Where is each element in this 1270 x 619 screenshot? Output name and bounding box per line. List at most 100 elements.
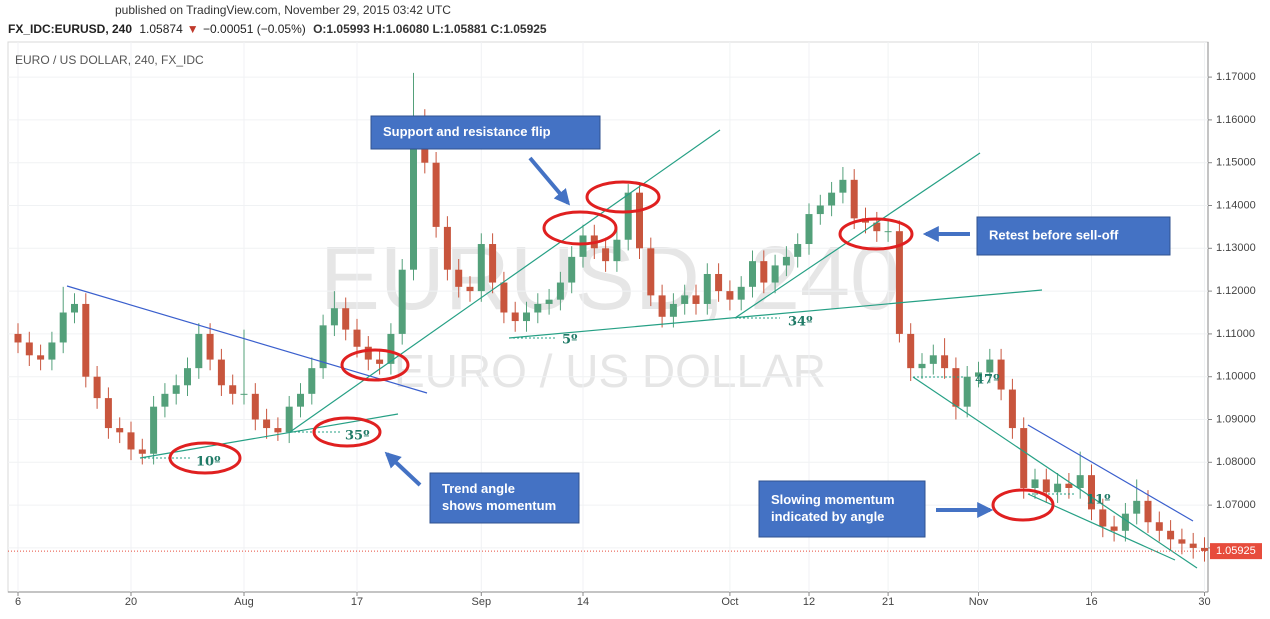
candle-body xyxy=(1065,483,1073,488)
x-tick-label: Nov xyxy=(969,596,989,608)
candle-body xyxy=(1167,530,1175,540)
candle-body xyxy=(692,295,700,304)
y-tick-label: 1.07000 xyxy=(1216,499,1256,511)
x-tick-label: 21 xyxy=(882,596,894,608)
candle-body xyxy=(263,419,271,429)
candle-body xyxy=(534,303,542,313)
candle-body xyxy=(489,244,497,283)
candle-body xyxy=(206,333,214,360)
angle-label: 47º xyxy=(975,373,1000,388)
candle-body xyxy=(986,359,994,373)
candle-body xyxy=(150,406,158,454)
candle-body xyxy=(59,312,67,343)
candle-body xyxy=(816,205,824,215)
candle-body xyxy=(1031,479,1039,488)
candle-body xyxy=(703,273,711,304)
candle-body xyxy=(805,214,813,245)
candle-body xyxy=(410,119,417,270)
drawings xyxy=(66,129,1198,569)
candle-body xyxy=(251,393,259,420)
candle-body xyxy=(240,393,248,395)
trend-line xyxy=(508,289,1043,339)
angle-label: 35º xyxy=(345,429,370,444)
highlight-ellipse xyxy=(585,180,661,214)
candle-body xyxy=(568,256,576,283)
candle-body xyxy=(952,368,960,407)
candle-body xyxy=(602,248,610,262)
callout-box xyxy=(758,480,926,538)
candle-body xyxy=(37,355,45,360)
candle-body xyxy=(624,192,632,240)
candle-body xyxy=(1054,483,1062,493)
candle-body xyxy=(330,308,338,326)
candle-body xyxy=(274,428,282,433)
highlight-ellipse xyxy=(542,210,618,246)
candle-body xyxy=(104,398,112,429)
candle-body xyxy=(71,303,78,313)
highlight-ellipse xyxy=(340,348,410,382)
highlight-ellipse xyxy=(838,217,914,251)
angle-label: 34º xyxy=(788,315,813,330)
x-tick-label: Aug xyxy=(234,596,254,608)
trend-line xyxy=(912,376,1198,569)
candle-body xyxy=(579,235,587,257)
candle-body xyxy=(669,303,677,317)
candle-body xyxy=(161,393,169,407)
candle-body xyxy=(941,355,949,369)
candle-body xyxy=(285,406,293,433)
y-tick-label: 1.15000 xyxy=(1216,157,1256,169)
candle-body xyxy=(839,179,847,193)
highlight-ellipse xyxy=(312,416,382,448)
candle-body xyxy=(217,359,225,386)
watermark: EURO / US DOLLAR xyxy=(394,345,826,397)
callout-text: shows momentum xyxy=(442,498,556,513)
candle-body xyxy=(500,282,508,313)
candle-body xyxy=(364,346,372,360)
candle-body xyxy=(997,359,1005,390)
candle-body xyxy=(895,231,903,334)
candle-body xyxy=(1133,500,1141,514)
change: −0.00051 (−0.05%) xyxy=(203,22,306,36)
candle-body xyxy=(1099,509,1107,527)
y-tick-label: 1.11000 xyxy=(1216,328,1255,340)
candle-body xyxy=(726,291,734,300)
down-arrow: ▼ xyxy=(186,22,199,36)
callout-text: Support and resistance flip xyxy=(383,124,551,139)
candle-body xyxy=(850,179,858,219)
candle-body xyxy=(229,385,237,394)
x-tick-label: Sep xyxy=(472,596,492,608)
candle-body xyxy=(749,261,756,287)
candle-body xyxy=(1008,389,1016,429)
candle-body xyxy=(658,295,666,317)
quote-bar: FX_IDC:EURUSD, 240 1.05874 ▼ −0.00051 (−0… xyxy=(8,22,551,36)
candle-body xyxy=(1178,539,1186,544)
candle-body xyxy=(127,432,135,450)
candle-body xyxy=(1155,522,1163,531)
trend-line xyxy=(139,413,399,459)
candle-body xyxy=(545,299,553,304)
y-tick-label: 1.17000 xyxy=(1216,71,1256,83)
angle-label: 11º xyxy=(1086,493,1111,508)
y-tick-label: 1.14000 xyxy=(1216,199,1256,211)
candle-body xyxy=(1020,428,1028,488)
candle-body xyxy=(353,329,361,347)
candle-body xyxy=(1189,543,1197,548)
y-tick-label: 1.13000 xyxy=(1216,242,1256,254)
candle-body xyxy=(737,286,745,300)
x-tick-label: 16 xyxy=(1085,596,1097,608)
candle-body xyxy=(523,312,530,322)
candle-body xyxy=(1076,475,1084,488)
candle-body xyxy=(172,385,180,394)
candle-body xyxy=(771,265,779,283)
candle-body xyxy=(1042,479,1050,493)
candle-body xyxy=(138,449,146,454)
trend-line xyxy=(66,285,428,394)
candle-body xyxy=(93,376,101,399)
candle-body xyxy=(715,273,723,292)
x-tick-label: Oct xyxy=(721,596,738,608)
x-tick-label: 14 xyxy=(577,596,589,608)
x-tick-label: 12 xyxy=(803,596,815,608)
candle-body xyxy=(319,325,327,369)
